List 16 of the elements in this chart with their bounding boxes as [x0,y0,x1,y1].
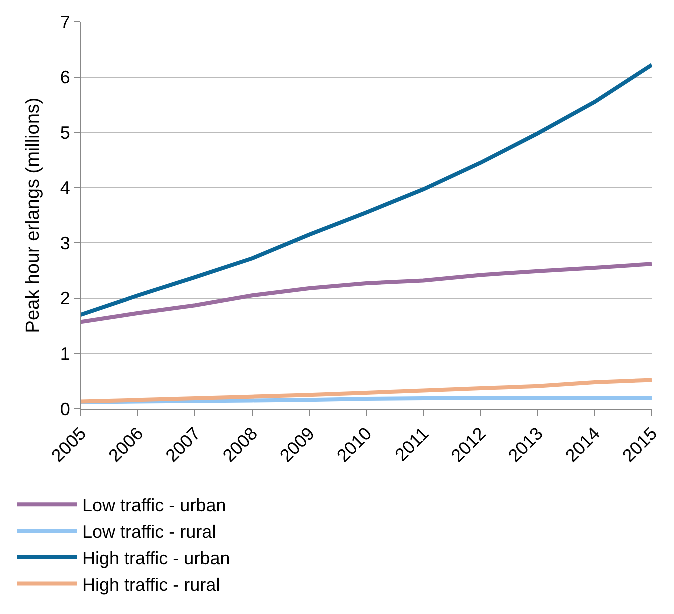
y-tick-label: 7 [60,12,70,32]
y-tick-label: 4 [60,178,70,198]
legend-label: Low traffic - urban [82,496,226,516]
legend-label: Low traffic - rural [82,522,216,542]
y-tick-label: 3 [60,233,70,254]
y-tick-label: 1 [60,344,70,364]
y-tick-label: 6 [60,68,70,88]
y-axis-title: Peak hour erlangs (millions) [23,98,44,334]
legend-label: High traffic - urban [82,548,230,568]
line-series [81,63,652,318]
line-series [81,378,652,404]
legend-label: High traffic - rural [82,574,220,595]
y-tick-label: 0 [60,399,70,420]
y-tick-label: 2 [60,288,70,309]
line-series [81,262,652,324]
y-tick-label: 5 [60,122,70,143]
